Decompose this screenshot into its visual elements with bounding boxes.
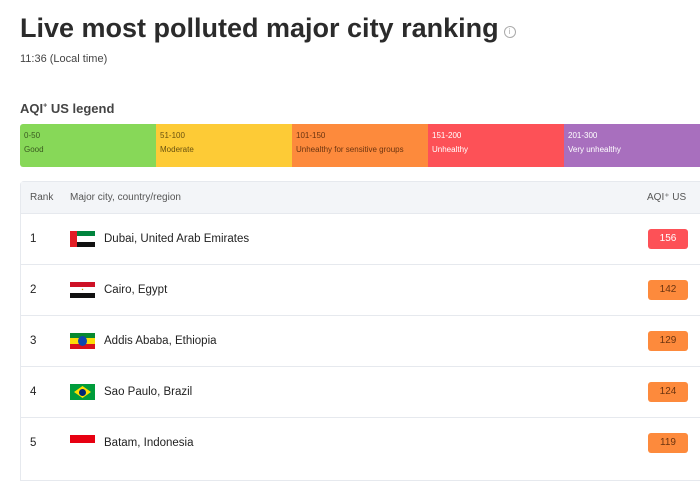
ranking-table: Rank Major city, country/region AQI⁺ US … xyxy=(20,181,700,481)
legend-segment: 201-300 Very unhealthy xyxy=(564,124,700,167)
ethiopia-flag-icon xyxy=(70,333,95,349)
aqi-legend: 0-50 Good 51-100 Moderate 101-150 Unhealthy f… xyxy=(20,124,700,167)
legend-title-aqi: AQI xyxy=(20,101,44,116)
row-rank: 5 xyxy=(30,437,37,449)
header-city: Major city, country/region xyxy=(70,192,181,203)
legend-segment: 51-100 Moderate xyxy=(156,124,292,167)
legend-title: AQI+ US legend xyxy=(20,101,114,116)
header-aqi: AQI⁺ US xyxy=(647,192,687,203)
row-rank: 4 xyxy=(30,386,37,398)
legend-label: Unhealthy xyxy=(432,145,469,154)
legend-label: Unhealthy for sensitive groups xyxy=(296,145,404,154)
table-header: Rank Major city, country/region AQI⁺ US xyxy=(21,182,700,213)
legend-title-sup: + xyxy=(43,102,48,110)
page-title-text: Live most polluted major city ranking xyxy=(20,13,499,43)
local-time: 11:36 (Local time) xyxy=(20,53,108,65)
city-link[interactable]: Addis Ababa, Ethiopia xyxy=(104,335,217,347)
city-link[interactable]: Sao Paulo, Brazil xyxy=(104,386,193,398)
aqi-badge: 119 xyxy=(648,433,688,453)
info-icon[interactable]: i xyxy=(503,25,516,38)
aqi-badge: 156 xyxy=(648,229,688,249)
table-row[interactable]: 5 Batam, Indonesia 119 xyxy=(21,417,700,468)
legend-range: 101-150 xyxy=(296,131,326,140)
city-link[interactable]: Cairo, Egypt xyxy=(104,284,168,296)
table-row[interactable]: 2 ▪ Cairo, Egypt 142 xyxy=(21,264,700,315)
page-title: Live most polluted major city ranking i xyxy=(20,13,516,44)
legend-title-suffix: US legend xyxy=(47,101,115,116)
legend-segment: 0-50 Good xyxy=(20,124,156,167)
table-row[interactable]: 3 Addis Ababa, Ethiopia 129 xyxy=(21,315,700,366)
legend-range: 0-50 xyxy=(24,131,41,140)
legend-label: Good xyxy=(24,145,44,154)
uae-flag-icon xyxy=(70,231,95,247)
aqi-badge: 124 xyxy=(648,382,688,402)
row-rank: 1 xyxy=(30,233,37,245)
table-row[interactable]: 4 Sao Paulo, Brazil 124 xyxy=(21,366,700,417)
city-link[interactable]: Batam, Indonesia xyxy=(104,437,194,449)
egypt-flag-icon: ▪ xyxy=(70,282,95,298)
legend-segment: 101-150 Unhealthy for sensitive groups xyxy=(292,124,428,167)
brazil-flag-icon xyxy=(70,384,95,400)
legend-segment: 151-200 Unhealthy xyxy=(428,124,564,167)
table-row[interactable]: 1 Dubai, United Arab Emirates 156 xyxy=(21,213,700,264)
city-link[interactable]: Dubai, United Arab Emirates xyxy=(104,233,250,245)
legend-label: Moderate xyxy=(160,145,194,154)
header-rank: Rank xyxy=(30,192,54,203)
row-rank: 2 xyxy=(30,284,37,296)
aqi-badge: 129 xyxy=(648,331,688,351)
legend-range: 201-300 xyxy=(568,131,598,140)
indonesia-flag-icon xyxy=(70,435,95,451)
legend-range: 51-100 xyxy=(160,131,185,140)
aqi-badge: 142 xyxy=(648,280,688,300)
row-rank: 3 xyxy=(30,335,37,347)
legend-range: 151-200 xyxy=(432,131,462,140)
legend-label: Very unhealthy xyxy=(568,145,621,154)
